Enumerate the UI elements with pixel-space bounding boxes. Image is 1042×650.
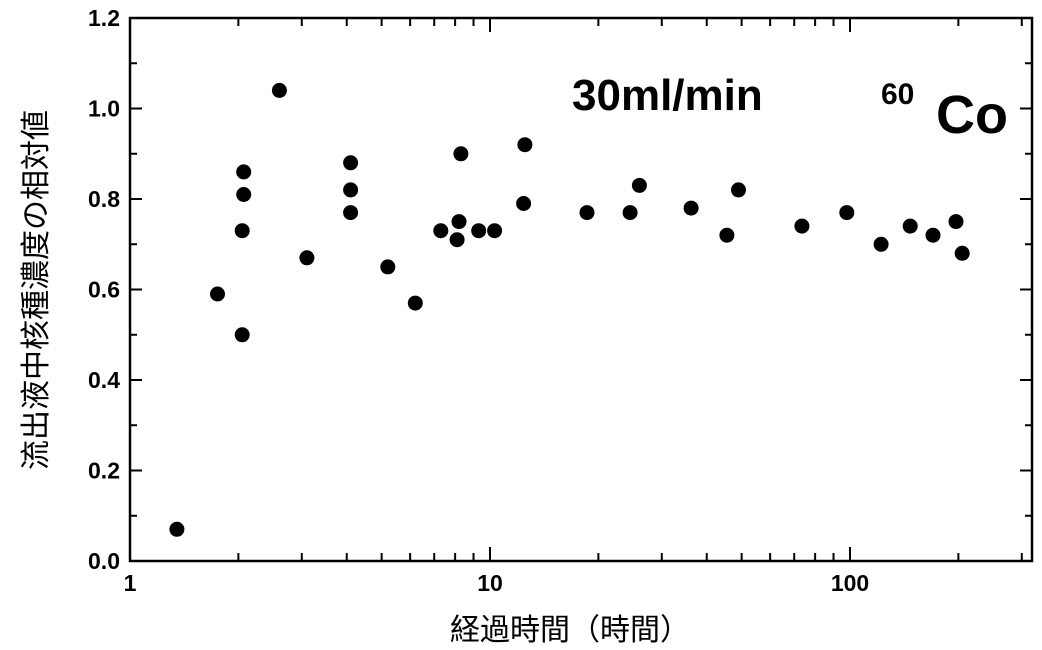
data-point	[954, 245, 970, 261]
y-tick-label: 0.8	[88, 186, 120, 212]
data-point	[433, 223, 449, 239]
data-point	[407, 295, 423, 311]
data-point	[631, 177, 647, 193]
data-point	[236, 187, 252, 202]
data-point	[902, 218, 918, 234]
data-point	[343, 182, 359, 198]
data-point	[873, 236, 889, 252]
data-point	[449, 232, 465, 248]
data-point	[731, 182, 746, 198]
y-axis: 0.0 0.2 0.4 0.6 0.8 1.0 1.2	[88, 5, 1032, 574]
y-tick-label: 1.0	[88, 96, 120, 122]
data-point	[453, 146, 469, 162]
flow-rate-annotation: 30ml/min	[572, 71, 763, 120]
data-point	[839, 205, 855, 221]
y-tick-label: 0.0	[88, 548, 120, 574]
data-point	[719, 227, 735, 243]
data-point	[169, 521, 185, 537]
data-point	[451, 214, 467, 230]
x-tick-label: 1	[124, 570, 137, 596]
data-point	[487, 223, 503, 239]
y-tick-label: 1.2	[88, 5, 120, 31]
data-point	[794, 218, 810, 234]
x-tick-label: 100	[831, 570, 869, 596]
x-axis-title: 経過時間（時間）	[450, 613, 690, 648]
data-point	[380, 259, 396, 275]
data-point	[343, 155, 359, 171]
data-point	[517, 137, 533, 153]
x-axis: 1 10 100	[124, 18, 1023, 596]
nuclide-symbol: Co	[936, 85, 1008, 145]
data-point	[948, 214, 964, 230]
y-axis-title: 流出液中核種濃度の相対値	[19, 110, 54, 470]
data-point	[471, 223, 487, 239]
data-point	[236, 164, 252, 180]
data-point	[579, 205, 595, 221]
data-point	[343, 205, 359, 221]
data-point	[299, 250, 315, 266]
y-tick-label: 0.4	[88, 367, 120, 393]
x-tick-label: 10	[477, 570, 503, 596]
data-points	[169, 82, 970, 537]
data-point	[271, 82, 287, 98]
data-point	[234, 327, 250, 343]
y-tick-label: 0.2	[88, 458, 120, 484]
nuclide-mass-number: 60	[881, 78, 914, 111]
y-tick-label: 0.6	[88, 277, 120, 303]
data-point	[210, 286, 225, 302]
data-point	[516, 196, 532, 211]
data-point	[925, 227, 941, 243]
data-point	[622, 205, 638, 221]
data-point	[234, 223, 250, 239]
data-point	[683, 200, 699, 216]
